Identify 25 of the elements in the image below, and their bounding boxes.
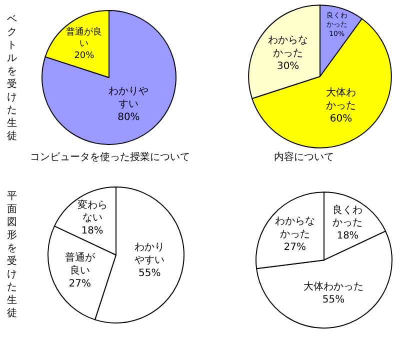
data-label: 27% xyxy=(284,242,306,253)
slice-label: わかりやすい xyxy=(134,242,165,266)
slice-label: 大体わかった xyxy=(326,86,356,112)
text: 平面図形を受けた生徒 xyxy=(7,191,17,319)
data-label: 18% xyxy=(336,230,359,242)
data-label: 30% xyxy=(276,60,300,72)
pie-slice xyxy=(42,10,176,145)
text: 内容について xyxy=(274,151,334,163)
slice-label: 良くわかった xyxy=(332,204,363,229)
slice-label: わかりやすい xyxy=(108,86,149,110)
data-label: 55% xyxy=(322,294,345,306)
data-label: 20% xyxy=(74,50,95,61)
slice-label: わからなかった xyxy=(274,216,315,240)
slice-label: わからなかった xyxy=(268,34,308,59)
data-label: 55% xyxy=(138,268,161,279)
data-label: 60% xyxy=(330,113,352,124)
data-label: 80% xyxy=(118,112,140,124)
text: コンピュータを使った授業について xyxy=(30,151,190,163)
slice-label: 普通が良い xyxy=(64,251,96,276)
slice-label: 普通が良い xyxy=(66,26,102,50)
slice-label: 変わらない xyxy=(77,198,108,224)
text: ベクトルを受けた生徒 xyxy=(7,14,17,142)
data-label: 27% xyxy=(68,278,91,290)
slice-label: 大体わかった xyxy=(303,280,364,292)
data-label: 18% xyxy=(81,225,104,236)
